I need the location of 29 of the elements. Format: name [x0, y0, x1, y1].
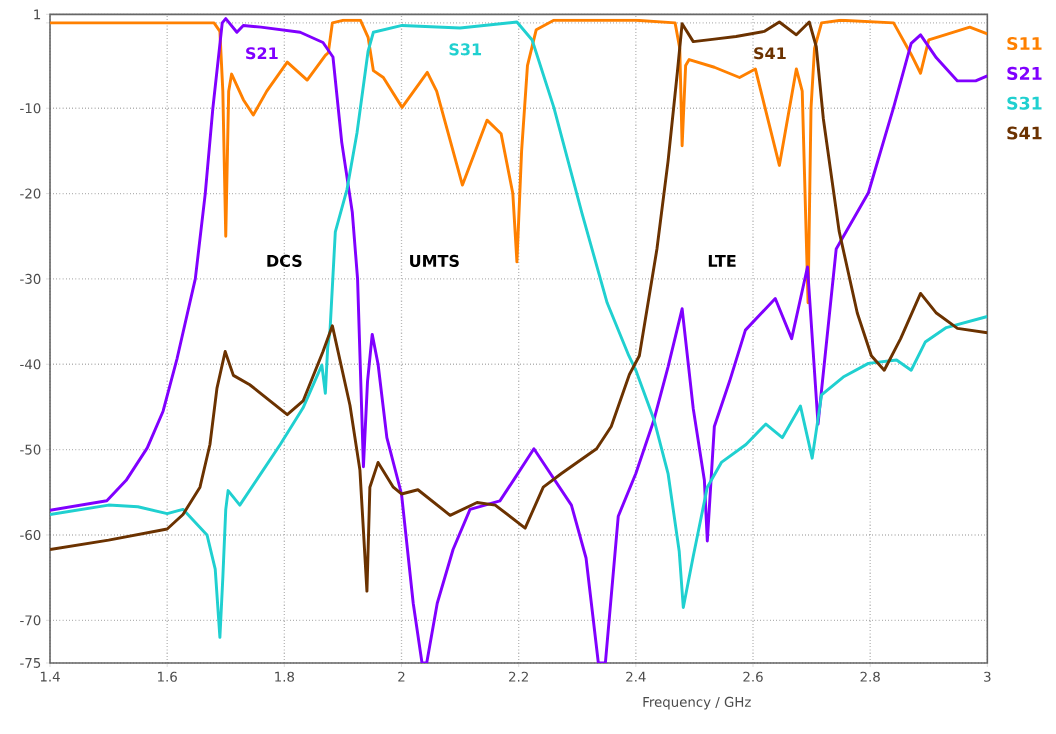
annotation: S21 — [246, 47, 278, 60]
annotation: LTE — [708, 254, 736, 267]
x-axis-title: Frequency / GHz — [643, 696, 751, 710]
y-tick-label: -10 — [20, 103, 41, 114]
y-tick-label: -20 — [20, 188, 41, 199]
series-label: S21 — [1007, 66, 1042, 80]
text: S41 — [1007, 126, 1042, 140]
y-tick-label: -50 — [20, 444, 41, 455]
y-tick-label: -70 — [20, 615, 41, 626]
y-tick-label: -75 — [20, 658, 41, 668]
annotation: DCS — [267, 254, 302, 267]
x-tick-label: 2.6 — [743, 671, 763, 682]
x-tick-label: 2.8 — [860, 671, 880, 682]
x-tick-label: 2.2 — [509, 671, 528, 682]
y-tick-label: -40 — [20, 359, 41, 370]
x-tick-label: 1.4 — [40, 671, 60, 682]
series-label: S11 — [1007, 36, 1042, 51]
x-tick-label: 1.8 — [275, 671, 295, 682]
y-tick-label: -60 — [20, 529, 41, 540]
y-tick-label: -30 — [20, 273, 41, 284]
x-tick-label: 2 — [398, 671, 405, 682]
y-tick-label: 1 — [34, 9, 41, 20]
x-tick-label: 3 — [984, 671, 991, 682]
annotation: UMTS — [410, 254, 459, 267]
x-tick-label: 2.4 — [626, 671, 646, 682]
annotation: S41 — [754, 47, 786, 60]
text: S31 — [1007, 96, 1042, 110]
annotation: S31 — [449, 43, 482, 56]
x-tick-label: 1.6 — [158, 671, 177, 682]
